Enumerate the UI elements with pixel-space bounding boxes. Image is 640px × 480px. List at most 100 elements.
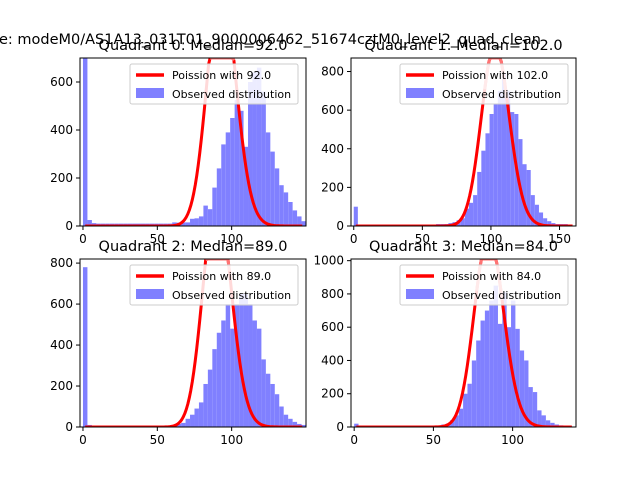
panel-quadrant-1: Quadrant 1: Median=102.0 0 50 100 150 0 200 400… xyxy=(321,38,577,246)
histogram-bar xyxy=(230,328,235,427)
histogram-bar xyxy=(468,202,474,226)
x-tick-label: 50 xyxy=(150,232,165,246)
histogram-bar xyxy=(234,304,240,427)
histogram-bar xyxy=(353,206,358,226)
histogram-bar xyxy=(243,293,249,427)
y-tick-label: 800 xyxy=(321,65,344,79)
histogram-bar xyxy=(538,212,544,226)
histogram-bar xyxy=(511,300,516,427)
histogram-bar xyxy=(534,204,539,226)
histogram-bar xyxy=(274,168,280,226)
legend-observed-label: Observed distribution xyxy=(172,88,291,101)
histogram-bar xyxy=(256,67,262,226)
histogram-bar xyxy=(477,171,482,226)
x-tick-label: 50 xyxy=(150,433,165,447)
histogram-bar xyxy=(194,408,199,427)
legend-box xyxy=(399,63,569,105)
y-tick-label: 1000 xyxy=(313,254,344,268)
y-tick-label: 800 xyxy=(321,287,344,301)
histogram-bar xyxy=(288,202,293,226)
histogram-bar xyxy=(239,293,244,427)
histogram-bars xyxy=(82,267,306,427)
y-tick-label: 0 xyxy=(336,219,344,233)
legend-fit-label: Poission with 84.0 xyxy=(442,270,541,283)
legend-bar-swatch xyxy=(406,289,434,299)
y-tick-label: 600 xyxy=(321,103,344,117)
histogram-bar xyxy=(243,146,249,226)
axes-frame xyxy=(79,258,307,428)
histogram-bar xyxy=(203,383,208,427)
histogram-bar xyxy=(265,132,271,226)
y-tick-label: 400 xyxy=(321,353,344,367)
y-tick-label: 400 xyxy=(321,142,344,156)
histogram-bar xyxy=(301,424,306,427)
panel-quadrant-0: Quadrant 0: Median=92.0 0 50 100 0 200 400 600 P… xyxy=(50,38,307,246)
histogram-bar xyxy=(198,216,204,226)
histogram-bar xyxy=(292,210,298,226)
axes-frame xyxy=(350,258,577,428)
x-tick-label: 0 xyxy=(350,433,358,447)
histogram-bar xyxy=(288,418,293,427)
histogram-bar xyxy=(484,310,490,427)
histogram-bar xyxy=(283,414,289,427)
histogram-bar xyxy=(212,349,217,427)
legend-bar-swatch xyxy=(136,88,164,98)
histogram-bar xyxy=(460,218,465,226)
legend-fit-label: Poission with 89.0 xyxy=(172,270,271,283)
legend-fit-label: Poission with 92.0 xyxy=(172,69,271,82)
histogram-bar xyxy=(550,422,555,427)
histogram-bar xyxy=(297,216,302,226)
histogram-bar xyxy=(239,110,244,226)
histogram-bar xyxy=(532,392,538,427)
histogram-bar xyxy=(194,218,199,226)
histogram-bar xyxy=(450,420,455,427)
poisson-fit-line xyxy=(355,58,573,226)
histogram-bar xyxy=(354,423,359,427)
y-tick-label: 0 xyxy=(65,219,73,233)
histogram-bar xyxy=(501,73,507,226)
histogram-bar xyxy=(270,151,275,226)
histogram-bar xyxy=(481,150,486,226)
legend-bar-swatch xyxy=(136,289,164,299)
y-tick-label: 200 xyxy=(321,387,344,401)
histogram-bar xyxy=(181,222,186,226)
histogram-bar xyxy=(279,185,284,226)
histogram-bar xyxy=(265,373,271,427)
legend: Poission with 102.0 Observed distribution xyxy=(399,63,569,105)
histogram-bar xyxy=(489,114,494,226)
histogram-bar xyxy=(467,383,472,427)
legend-box xyxy=(399,264,569,306)
histogram-bar xyxy=(506,90,511,226)
legend-box xyxy=(129,264,299,306)
histogram-bar xyxy=(270,383,275,427)
legend-observed-label: Observed distribution xyxy=(442,289,561,302)
histogram-bar xyxy=(537,410,542,427)
histogram-bar xyxy=(248,82,253,226)
x-tick-label: 100 xyxy=(479,232,502,246)
histogram-bar xyxy=(506,327,512,427)
histogram-bar xyxy=(212,187,217,226)
histogram-bar xyxy=(485,133,490,226)
histogram-bar xyxy=(82,267,88,427)
legend: Poission with 92.0 Observed distribution xyxy=(129,63,299,105)
histogram-bar xyxy=(225,132,231,226)
histogram-bar xyxy=(216,168,222,226)
histogram-bar xyxy=(252,320,257,427)
panel-title: Quadrant 2: Median=89.0 xyxy=(99,239,288,255)
histogram-bar xyxy=(515,328,520,427)
x-tick-label: 0 xyxy=(79,433,87,447)
histogram-bar xyxy=(221,144,226,226)
x-tick-label: 100 xyxy=(220,232,243,246)
y-tick-label: 600 xyxy=(50,75,73,89)
y-tick-label: 800 xyxy=(50,256,73,270)
histogram-bar xyxy=(185,418,191,427)
y-tick-label: 200 xyxy=(50,379,73,393)
histogram-bar xyxy=(497,323,503,427)
histogram-bar xyxy=(225,304,231,427)
histogram-bar xyxy=(274,394,280,427)
x-tick-label: 0 xyxy=(79,232,87,246)
panel-quadrant-2: Quadrant 2: Median=89.0 0 50 100 0 200 400 600 8… xyxy=(50,239,307,447)
histogram-bar xyxy=(279,406,284,427)
histogram-bar xyxy=(185,222,191,226)
